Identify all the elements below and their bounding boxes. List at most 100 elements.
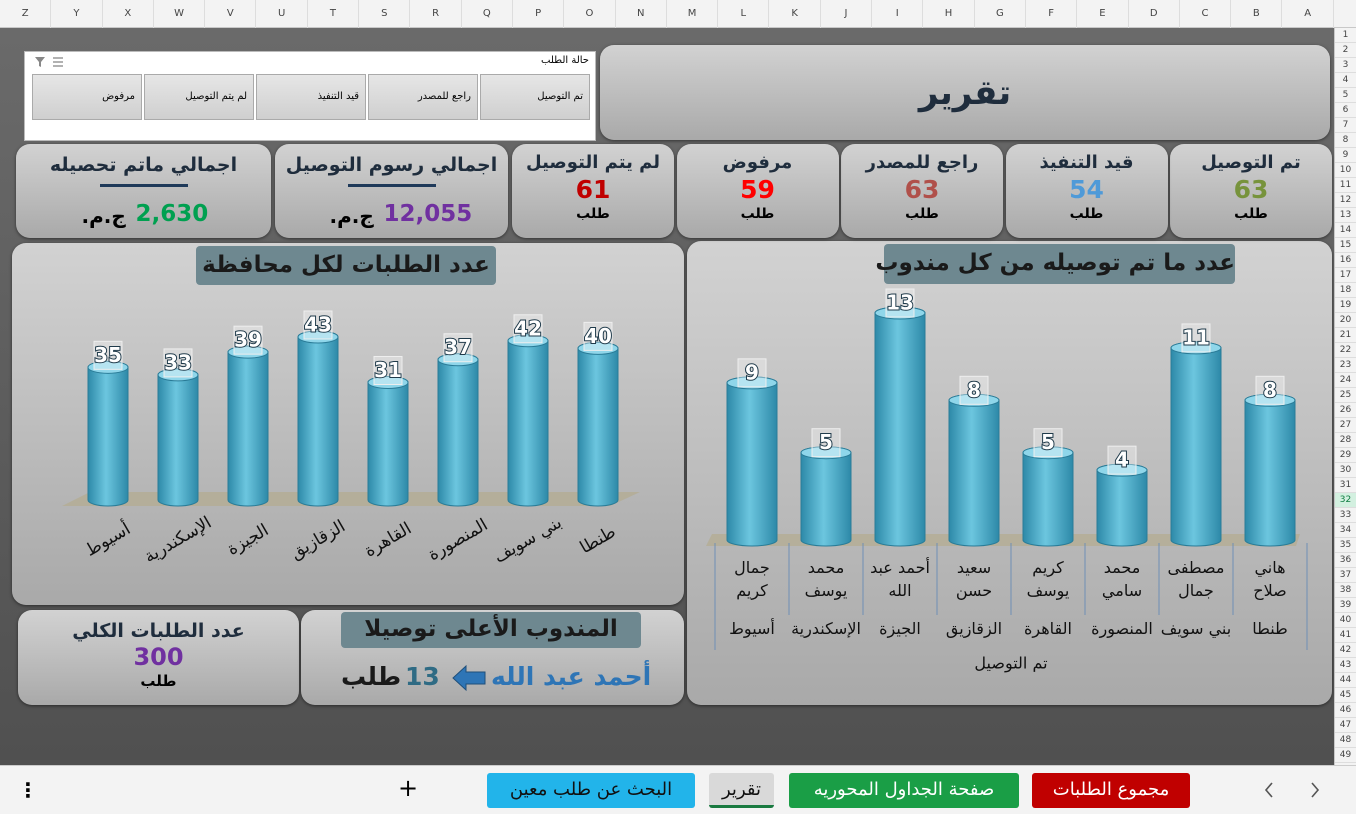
row-header: 15 (1335, 238, 1356, 253)
column-header: I (872, 0, 924, 28)
chart-title-box: عدد الطلبات لكل محافظة (196, 246, 496, 285)
title-panel: تقرير (600, 45, 1330, 140)
bar (87, 360, 129, 507)
card-label: عدد الطلبات الكلي (72, 620, 245, 642)
report-title: تقرير (918, 73, 1012, 113)
chart-floor (706, 534, 1300, 546)
sheet-tab[interactable]: البحث عن طلب معين (487, 773, 695, 808)
row-header: 24 (1335, 373, 1356, 388)
value-label-box (583, 321, 613, 351)
x-axis-title: تم التوصيل (974, 654, 1047, 674)
value-label: 33 (164, 350, 192, 374)
column-header: V (205, 0, 257, 28)
slicer-item-label: تم التوصيل (537, 91, 583, 102)
row-header: 25 (1335, 388, 1356, 403)
column-header: J (821, 0, 873, 28)
bar-top (726, 376, 778, 390)
row-header: 4 (1335, 73, 1356, 88)
card-label: قيد التنفيذ (1039, 152, 1134, 173)
slicer-item-label: راجع للمصدر (417, 91, 471, 102)
bar (1022, 446, 1074, 547)
chart-panel (687, 241, 1332, 705)
card-unit: طلب (576, 206, 610, 222)
bar (800, 446, 852, 547)
x-group-label: أسيوط (729, 619, 775, 638)
x-tick-label: المنصورة (425, 515, 492, 565)
row-header: 16 (1335, 253, 1356, 268)
bar-top (948, 393, 1000, 407)
x-tick-label: جمال كريم (734, 558, 770, 600)
row-header: 28 (1335, 433, 1356, 448)
top-agent-card: المندوب الأعلى توصيلا طلب 13 أحمد عبد ال… (301, 610, 684, 705)
row-header: 30 (1335, 463, 1356, 478)
value-label-box (163, 348, 193, 378)
column-header: X (103, 0, 154, 28)
value-label: 4 (1115, 448, 1129, 472)
bar-top (577, 341, 619, 355)
card-unit: طلب (740, 206, 775, 222)
x-group-label: المنصورة (1091, 619, 1153, 638)
row-header: 47 (1335, 718, 1356, 733)
slicer-title: حالة الطلب (541, 55, 589, 66)
row-header: 38 (1335, 583, 1356, 598)
value-label: 5 (1041, 430, 1055, 454)
x-group-label: طنطا (1252, 619, 1288, 638)
sheet-tab-label: مجموع الطلبات (1052, 779, 1170, 800)
column-header: E (1077, 0, 1129, 28)
x-tick-label: طنطا (577, 522, 620, 558)
row-header: 48 (1335, 733, 1356, 748)
value-label: 37 (444, 335, 472, 359)
add-sheet[interactable]: + (398, 774, 419, 802)
column-header: U (257, 0, 308, 28)
sheet-tab[interactable]: صفحة الجداول المحوريه (789, 773, 1019, 808)
row-header: 42 (1335, 643, 1356, 658)
currency: ج.م. (81, 204, 126, 228)
row-header: 26 (1335, 403, 1356, 418)
card-value: 63 (904, 175, 940, 204)
value-label-box (1181, 323, 1211, 353)
value-label-box (303, 310, 333, 340)
menu-dots[interactable]: ⋮ (18, 778, 38, 802)
x-tick-label: أسيوط (81, 517, 134, 560)
card-value: 63 (1233, 175, 1269, 204)
slicer-item[interactable]: تم التوصيل (480, 74, 590, 120)
value-label: 42 (514, 316, 542, 340)
column-header: D (1129, 0, 1180, 28)
slicer-icons[interactable] (33, 55, 73, 69)
row-header: 10 (1335, 163, 1356, 178)
status-card: لم يتم التوصيل 61 طلب (512, 144, 674, 238)
value-label-box (885, 288, 915, 318)
slicer-item[interactable]: قيد التنفيذ (256, 74, 366, 120)
slicer: حالة الطلب تم التوصيل راجع للمصدر قيد التن… (24, 51, 596, 141)
column-header: G (975, 0, 1026, 28)
value-label: 40 (584, 324, 612, 348)
value-label-box (513, 314, 543, 344)
x-tick-label: محمد سامي (1101, 558, 1143, 600)
row-header: 13 (1335, 208, 1356, 223)
bar-top (1244, 393, 1296, 407)
value-label-box (959, 375, 989, 405)
x-group-label: الإسكندرية (791, 619, 861, 638)
bar-top (227, 345, 269, 359)
column-header: Q (462, 0, 513, 28)
row-header: 44 (1335, 673, 1356, 688)
row-header: 34 (1335, 523, 1356, 538)
column-header: M (667, 0, 719, 28)
slicer-item[interactable]: مرفوض (32, 74, 142, 120)
row-header: 14 (1335, 223, 1356, 238)
column-header: R (410, 0, 462, 28)
sheet-tab[interactable]: تقرير (709, 773, 774, 808)
bar-top (507, 334, 549, 348)
status-card: راجع للمصدر 63 طلب (841, 144, 1003, 238)
row-header: 12 (1335, 193, 1356, 208)
sheet-tab[interactable]: مجموع الطلبات (1032, 773, 1190, 808)
slicer-item[interactable]: راجع للمصدر (368, 74, 478, 120)
x-tick-label: الإسكندرية (141, 513, 215, 567)
row-header: 33 (1335, 508, 1356, 523)
slicer-item[interactable]: لم يتم التوصيل (144, 74, 254, 120)
column-header: Z (0, 0, 52, 28)
tab-nav[interactable] (1258, 778, 1328, 802)
column-header: H (923, 0, 975, 28)
column-header: C (1180, 0, 1232, 28)
